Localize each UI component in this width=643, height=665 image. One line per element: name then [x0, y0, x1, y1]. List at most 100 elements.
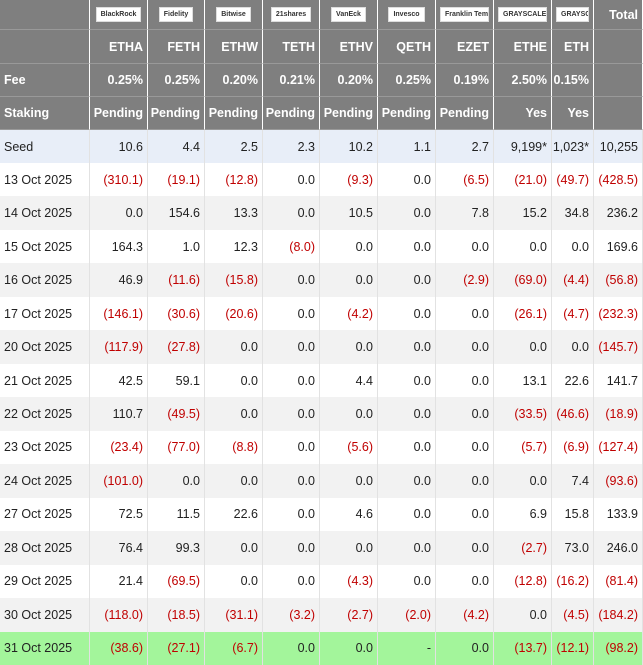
flow-cell: (145.7): [594, 330, 643, 364]
flow-cell: (428.5): [594, 163, 643, 197]
flow-cell: 154.6: [148, 196, 205, 230]
seed-cell: 9,199*: [494, 130, 552, 163]
flow-cell: 0.0: [205, 363, 263, 398]
flow-cell: (12.1): [552, 631, 594, 665]
flow-cell: 0.0: [552, 229, 594, 264]
flow-cell: 0.0: [378, 564, 436, 599]
flow-cell: 0.0: [494, 598, 552, 632]
flow-cell: 0.0: [494, 464, 552, 498]
flow-cell: (77.0): [148, 430, 205, 465]
flow-cell: 0.0: [205, 564, 263, 599]
fee-cell: 0.25%: [378, 64, 436, 97]
flow-cell: 0.0: [263, 263, 320, 297]
logo-text: 21shares: [270, 7, 312, 22]
ticker: QETH: [378, 30, 436, 64]
date-label: 22 Oct 2025: [0, 397, 90, 431]
flow-cell: 0.0: [552, 330, 594, 364]
flow-cell: 0.0: [263, 631, 320, 665]
flow-cell: 0.0: [90, 196, 148, 230]
flow-cell: 0.0: [263, 363, 320, 398]
date-label: 21 Oct 2025: [0, 363, 90, 398]
flow-cell: 0.0: [263, 163, 320, 197]
seed-cell: 10.2: [320, 130, 378, 163]
flow-cell: (8.0): [263, 229, 320, 264]
flow-cell: 0.0: [148, 464, 205, 498]
flow-cell: 0.0: [378, 464, 436, 498]
flow-cell: 0.0: [378, 196, 436, 230]
flow-cell: (127.4): [594, 430, 643, 465]
date-label: 31 Oct 2025: [0, 631, 90, 665]
flow-cell: (38.6): [90, 631, 148, 665]
flow-cell: 0.0: [378, 263, 436, 297]
flow-cell: 4.4: [320, 363, 378, 398]
issuer-logo: Franklin Templeton: [436, 0, 494, 30]
staking-cell: Yes: [494, 97, 552, 130]
flow-cell: 0.0: [494, 330, 552, 364]
logo-text: Franklin Templeton: [440, 7, 489, 22]
flow-cell: 0.0: [436, 631, 494, 665]
flow-cell: 0.0: [378, 296, 436, 331]
flow-cell: (12.8): [205, 163, 263, 197]
flow-cell: (5.6): [320, 430, 378, 465]
date-label: 17 Oct 2025: [0, 296, 90, 331]
staking-cell: Pending: [90, 97, 148, 130]
flow-cell: 46.9: [90, 263, 148, 297]
flow-cell: 13.3: [205, 196, 263, 230]
flow-cell: (18.5): [148, 598, 205, 632]
flow-cell: 0.0: [205, 330, 263, 364]
flow-cell: 15.2: [494, 196, 552, 230]
date-label: 13 Oct 2025: [0, 163, 90, 197]
flow-cell: (18.9): [594, 397, 643, 431]
fee-cell: 0.25%: [148, 64, 205, 97]
row-label: Seed: [0, 130, 90, 163]
flow-cell: (118.0): [90, 598, 148, 632]
issuer-logo: 21shares: [263, 0, 320, 30]
row-label: Staking: [0, 97, 90, 130]
flow-cell: 0.0: [436, 464, 494, 498]
staking-cell: Yes: [552, 97, 594, 130]
flow-cell: 0.0: [263, 296, 320, 331]
flow-cell: 0.0: [378, 497, 436, 532]
seed-cell: 1,023*: [552, 130, 594, 163]
issuer-logo: BlackRock: [90, 0, 148, 30]
flow-cell: (9.3): [320, 163, 378, 197]
logo-text: VanEck: [331, 7, 366, 22]
flow-cell: (31.1): [205, 598, 263, 632]
flow-cell: 0.0: [263, 497, 320, 532]
date-label: 28 Oct 2025: [0, 531, 90, 565]
staking-cell: Pending: [263, 97, 320, 130]
flow-cell: (8.8): [205, 430, 263, 465]
date-label: 20 Oct 2025: [0, 330, 90, 364]
flow-cell: 76.4: [90, 531, 148, 565]
flow-cell: 0.0: [320, 531, 378, 565]
issuer-logo: GRAYSCALE: [494, 0, 552, 30]
staking-cell: Pending: [436, 97, 494, 130]
flow-cell: (19.1): [148, 163, 205, 197]
flow-cell: 0.0: [320, 397, 378, 431]
flow-cell: (26.1): [494, 296, 552, 331]
flow-cell: 0.0: [378, 363, 436, 398]
ticker: TETH: [263, 30, 320, 64]
row-label: Fee: [0, 64, 90, 97]
flow-cell: (146.1): [90, 296, 148, 331]
flow-cell: 6.9: [494, 497, 552, 532]
seed-cell: 2.7: [436, 130, 494, 163]
flow-cell: (4.3): [320, 564, 378, 599]
flow-cell: (5.7): [494, 430, 552, 465]
flow-cell: 12.3: [205, 229, 263, 264]
flow-cell: 22.6: [552, 363, 594, 398]
ticker: ETHE: [494, 30, 552, 64]
flow-cell: (2.7): [320, 598, 378, 632]
issuer-logo: Bitwise: [205, 0, 263, 30]
flow-cell: 59.1: [148, 363, 205, 398]
flow-cell: 0.0: [378, 531, 436, 565]
flow-cell: (27.8): [148, 330, 205, 364]
logo-text: Bitwise: [216, 7, 251, 22]
logo-text: GRAYSCALE: [498, 7, 547, 22]
flow-cell: 0.0: [320, 631, 378, 665]
flow-cell: 13.1: [494, 363, 552, 398]
flow-cell: 0.0: [378, 330, 436, 364]
flow-cell: (46.6): [552, 397, 594, 431]
flow-cell: (49.5): [148, 397, 205, 431]
